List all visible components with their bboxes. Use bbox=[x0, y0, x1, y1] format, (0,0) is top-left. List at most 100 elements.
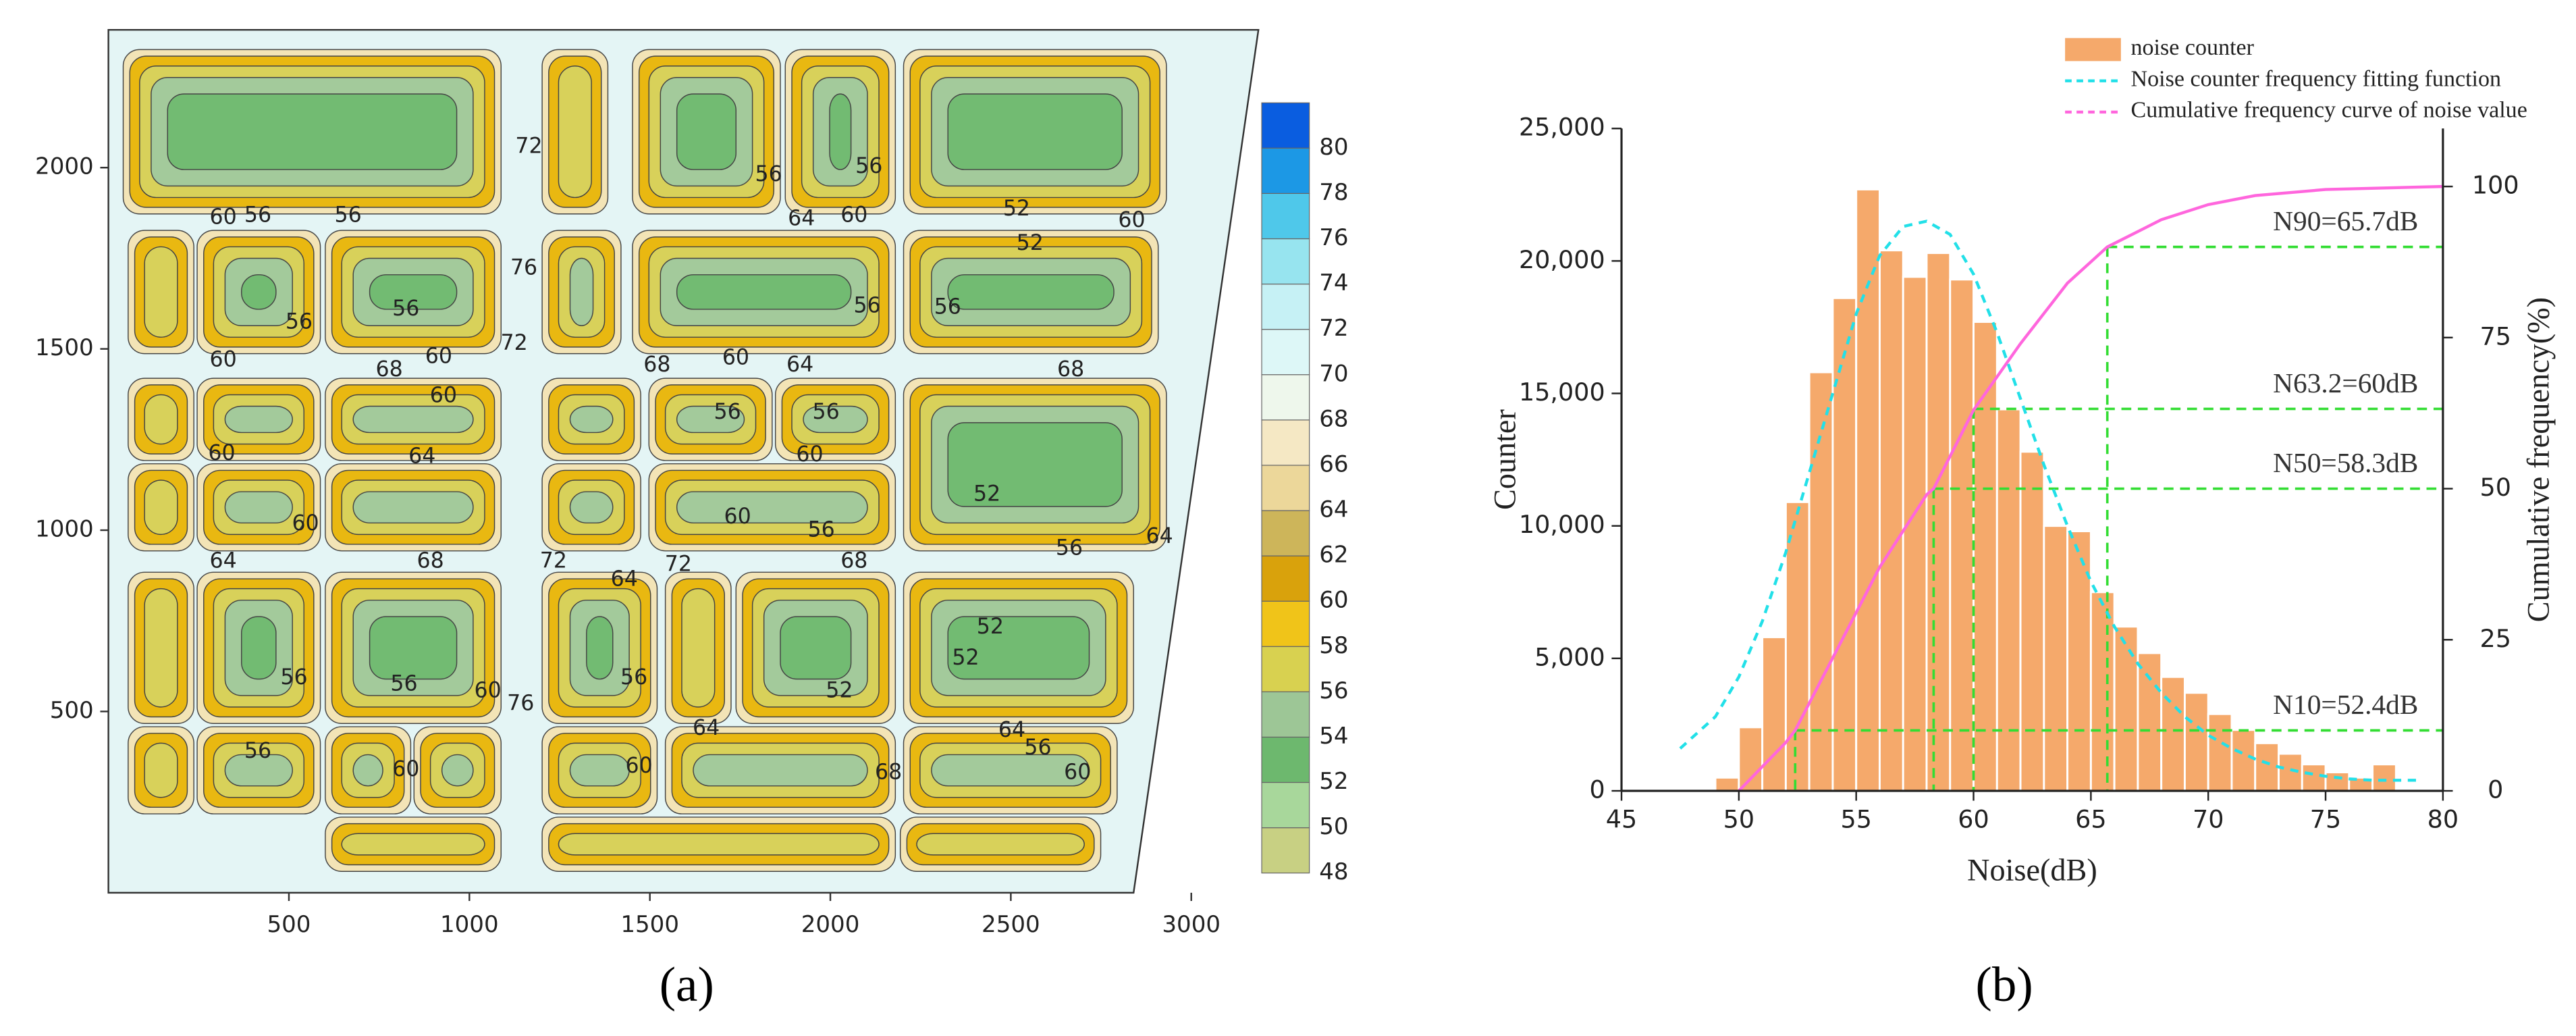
contour-label: 68 bbox=[840, 549, 867, 573]
histogram-bar bbox=[1879, 249, 1904, 792]
y-tick-label: 2000 bbox=[35, 153, 94, 180]
colorbar-band bbox=[1261, 781, 1310, 829]
contour-band bbox=[144, 394, 178, 445]
colorbar-band bbox=[1261, 283, 1310, 330]
colorbar-label: 52 bbox=[1319, 768, 1348, 795]
contour-band bbox=[241, 274, 277, 310]
contour-band bbox=[780, 616, 852, 680]
contour-band bbox=[167, 93, 458, 170]
x-tick-label: 55 bbox=[1840, 804, 1871, 833]
contour-label: 60 bbox=[722, 346, 749, 370]
contour-label: 64 bbox=[1146, 524, 1173, 548]
histogram-bar bbox=[2089, 591, 2116, 792]
contour-label: 64 bbox=[408, 444, 435, 469]
contour-label: 56 bbox=[934, 294, 961, 319]
contour-label: 60 bbox=[392, 757, 419, 781]
colorbar-label: 76 bbox=[1319, 224, 1348, 251]
histogram-bar bbox=[1995, 408, 2022, 792]
y2-tick-label: 50 bbox=[2480, 473, 2511, 502]
contour-label: 64 bbox=[693, 716, 720, 740]
contour-band bbox=[676, 274, 852, 310]
contour-label: 56 bbox=[335, 203, 362, 228]
histogram-bar bbox=[1902, 276, 1928, 792]
contour-label: 60 bbox=[1064, 760, 1091, 785]
contour-label: 56 bbox=[392, 296, 419, 321]
contour-band bbox=[241, 616, 277, 680]
contour-label: 56 bbox=[244, 203, 271, 228]
x-tick-label: 50 bbox=[1723, 804, 1754, 833]
colorbar-band bbox=[1261, 238, 1310, 285]
colorbar-band bbox=[1261, 827, 1310, 874]
contour-label: 72 bbox=[665, 552, 692, 577]
histogram-bar bbox=[2278, 752, 2303, 792]
colorbar-label: 74 bbox=[1319, 269, 1348, 296]
x-tick-label: 60 bbox=[1958, 804, 1989, 833]
legend-label: Noise counter frequency fitting function bbox=[2130, 66, 2501, 91]
legend-label: noise counter bbox=[2130, 35, 2254, 60]
colorbar-band bbox=[1261, 691, 1310, 738]
contour-label: 60 bbox=[724, 504, 751, 529]
y-tick-label: 15,000 bbox=[1519, 378, 1605, 407]
histogram-bar bbox=[2301, 763, 2327, 792]
histogram-bar bbox=[2230, 729, 2257, 792]
contour-label: 72 bbox=[515, 134, 542, 159]
contour-field bbox=[108, 30, 1259, 893]
contour-label: 60 bbox=[474, 678, 501, 702]
y-tick-label: 0 bbox=[1589, 775, 1605, 804]
legend-label: Cumulative frequency curve of noise valu… bbox=[2130, 98, 2527, 123]
contour-band bbox=[558, 66, 592, 199]
colorbar-band bbox=[1261, 102, 1310, 149]
histogram-bar bbox=[1855, 188, 1881, 792]
contour-band bbox=[931, 754, 1090, 787]
y2-tick-label: 25 bbox=[2480, 624, 2511, 653]
histogram-bar bbox=[2254, 742, 2280, 792]
colorbar-label: 50 bbox=[1319, 813, 1348, 840]
colorbar-band bbox=[1261, 192, 1310, 240]
contour-band bbox=[693, 754, 868, 787]
histogram-bar bbox=[1714, 776, 1740, 792]
histogram-bar bbox=[1949, 278, 1975, 792]
contour-band bbox=[352, 754, 383, 787]
contour-label: 56 bbox=[855, 154, 882, 178]
histogram-bar bbox=[2371, 763, 2397, 792]
contour-label: 72 bbox=[501, 331, 528, 355]
contour-band bbox=[586, 616, 614, 680]
panel-label: (b) bbox=[1976, 957, 2033, 1012]
x-tick-label: 3000 bbox=[1162, 911, 1220, 938]
contour-band bbox=[224, 754, 293, 787]
x-tick-label: 75 bbox=[2310, 804, 2341, 833]
contour-label: 52 bbox=[952, 646, 979, 670]
contour-band bbox=[569, 491, 614, 524]
contour-label: 60 bbox=[430, 383, 457, 407]
contour-label: 56 bbox=[286, 309, 313, 334]
contour-label: 52 bbox=[973, 482, 1000, 506]
contour-label: 60 bbox=[210, 205, 237, 229]
histogram-bar bbox=[1761, 636, 1787, 792]
y-tick-label: 500 bbox=[50, 697, 94, 724]
contour-band bbox=[947, 274, 1115, 310]
colorbar-label: 72 bbox=[1319, 315, 1348, 342]
contour-band bbox=[441, 754, 474, 787]
contour-label: 68 bbox=[375, 357, 402, 382]
histogram-bar bbox=[1831, 296, 1858, 792]
contour-band bbox=[144, 742, 178, 798]
histogram-bar bbox=[2207, 713, 2233, 792]
contour-label: 60 bbox=[626, 754, 653, 778]
histogram-bar bbox=[2043, 525, 2069, 792]
contour-label: 56 bbox=[853, 293, 880, 317]
x-tick-label: 2000 bbox=[801, 911, 860, 938]
contour-label: 56 bbox=[755, 162, 782, 186]
colorbar-label: 56 bbox=[1319, 677, 1348, 704]
x-axis-label: Noise(dB) bbox=[1967, 852, 2097, 887]
annotation: N10=52.4dB bbox=[2273, 689, 2418, 720]
colorbar-band bbox=[1261, 147, 1310, 195]
y-tick-label: 1500 bbox=[35, 334, 94, 361]
contour-label: 56 bbox=[714, 400, 741, 424]
contour-band bbox=[947, 422, 1123, 507]
histogram-bar bbox=[2113, 625, 2139, 792]
histogram-bar bbox=[2183, 692, 2209, 792]
contour-label: 52 bbox=[826, 678, 853, 702]
contour-label: 60 bbox=[796, 442, 823, 467]
colorbar-label: 54 bbox=[1319, 723, 1348, 750]
histogram-bar bbox=[1925, 252, 1952, 792]
